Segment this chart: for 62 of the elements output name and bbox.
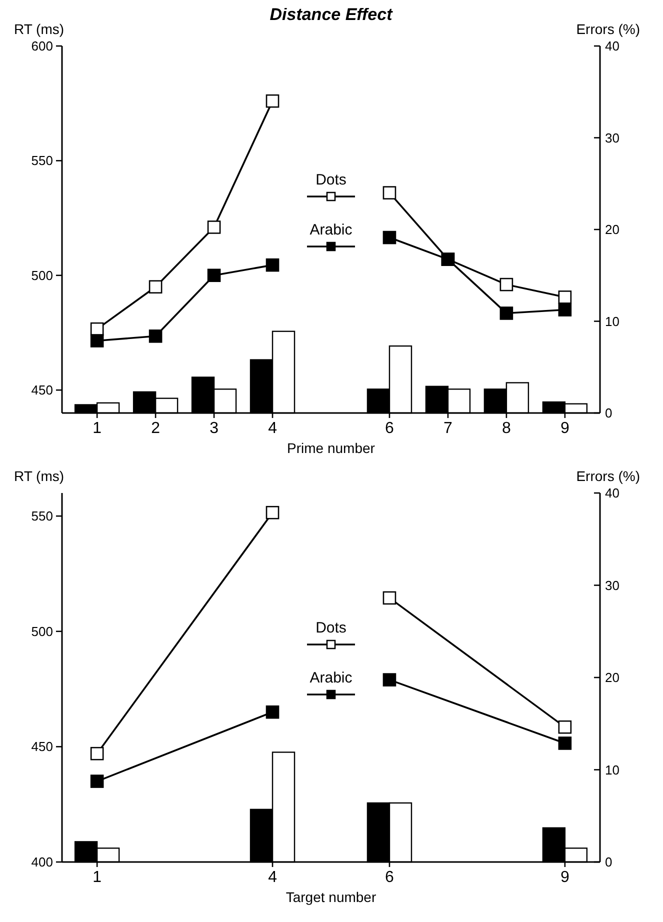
y-tick-label: 500 (31, 268, 53, 283)
y-tick-label: 450 (31, 739, 53, 754)
point (90, 746, 104, 760)
x-tick-label: 4 (268, 869, 278, 886)
point (500, 278, 514, 292)
point (558, 290, 572, 304)
text: Dots (316, 620, 346, 636)
y2-tick-label: 30 (605, 130, 620, 146)
y-tick-label: 600 (31, 38, 53, 54)
point (148, 280, 162, 294)
text: Dots (316, 172, 346, 188)
x-tick-label: 1 (92, 869, 102, 886)
y2-tick-label: 20 (605, 670, 620, 686)
y2-axis-title: Errors (%) (576, 21, 640, 37)
y2-tick-label: 0 (605, 406, 612, 421)
x-axis-title: Prime number (287, 440, 376, 456)
x-tick-label: 6 (385, 420, 394, 437)
y2-tick-label: 0 (605, 854, 612, 870)
y2-tick-label: 20 (605, 222, 620, 238)
point (382, 591, 396, 605)
y-tick-label: 450 (31, 382, 53, 398)
y-tick-label: 550 (31, 153, 53, 168)
point (266, 705, 280, 719)
x-tick-label: 6 (385, 869, 394, 886)
x-tick-label: 9 (560, 420, 570, 437)
x-tick-label: 2 (151, 420, 160, 437)
point (500, 306, 514, 320)
text: Arabic (310, 222, 353, 238)
x-tick-label: 4 (268, 420, 278, 437)
point (266, 258, 280, 272)
point (266, 506, 280, 520)
y2-tick-label: 40 (605, 38, 620, 54)
x-axis-title: Target number (286, 889, 376, 905)
y-axis-title: RT (ms) (14, 468, 64, 484)
point (382, 186, 396, 200)
x-tick-label: 1 (92, 420, 102, 437)
point (558, 720, 572, 734)
point (558, 736, 572, 750)
y2-tick-label: 10 (605, 762, 620, 778)
x-tick-label: 7 (444, 420, 453, 437)
x-tick-label: 3 (210, 420, 219, 437)
point (266, 94, 280, 108)
point (90, 334, 104, 348)
text: Arabic (310, 670, 353, 686)
point (382, 230, 396, 244)
point (558, 303, 572, 316)
x-tick-label: 9 (560, 869, 570, 886)
point (148, 330, 162, 343)
y-tick-label: 500 (31, 624, 53, 639)
chart-title: Distance Effect (270, 5, 394, 24)
point (382, 673, 396, 686)
y-tick-label: 400 (31, 854, 53, 870)
y2-axis-title: Errors (%) (576, 468, 640, 484)
point (90, 774, 104, 788)
point (207, 220, 221, 234)
y2-tick-label: 10 (605, 314, 620, 329)
x-tick-label: 8 (502, 420, 511, 437)
y-axis-title: RT (ms) (14, 21, 64, 37)
y-tick-label: 550 (31, 508, 53, 524)
y2-tick-label: 30 (605, 578, 620, 593)
y2-tick-label: 40 (605, 486, 620, 501)
point (207, 268, 221, 282)
